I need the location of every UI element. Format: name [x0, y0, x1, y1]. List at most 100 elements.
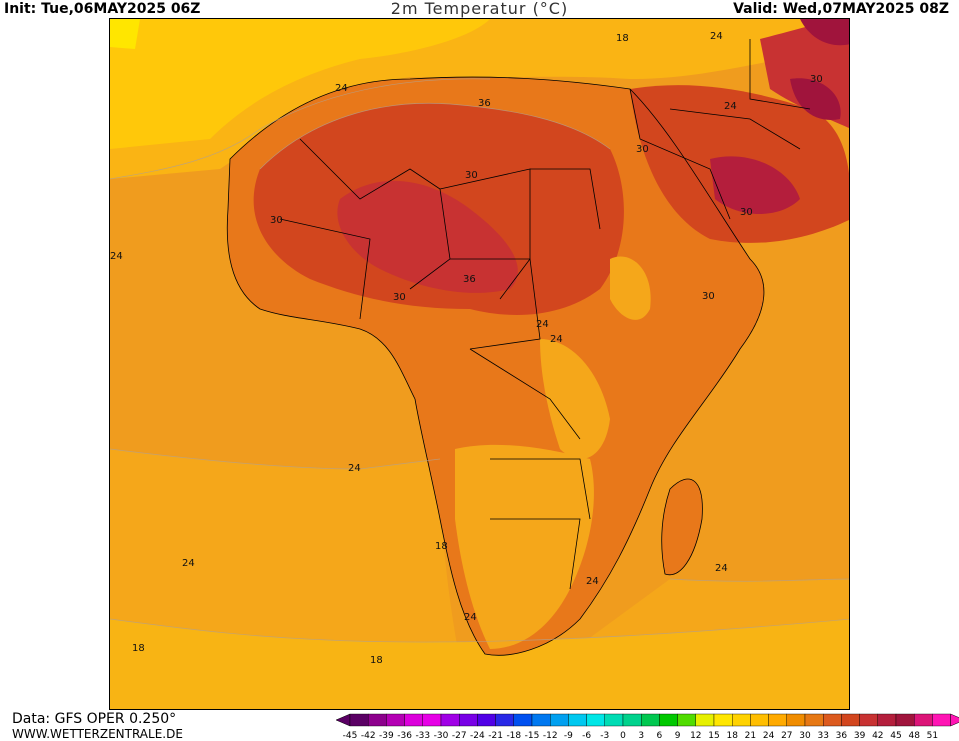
legend-swatch	[604, 713, 624, 727]
legend-tick-label: -33	[415, 731, 430, 741]
legend-swatch	[477, 713, 496, 727]
site-credit: WWW.WETTERZENTRALE.DE	[12, 727, 183, 741]
legend-swatch	[914, 713, 933, 727]
legend-swatch	[786, 713, 806, 727]
contour-label: 24	[348, 463, 361, 474]
contour-label: 24	[335, 83, 348, 94]
contour-label: 36	[478, 98, 491, 109]
legend-tick-label: 0	[620, 731, 626, 741]
ethiopia-highlands	[610, 256, 651, 320]
legend-tick-label: -27	[452, 731, 467, 741]
legend-arrow-left	[336, 713, 351, 727]
legend-tick-label: 3	[638, 731, 644, 741]
contour-label: 24	[715, 563, 728, 574]
legend-tick-label: 36	[836, 731, 848, 741]
persia-top	[800, 19, 849, 46]
legend-swatch	[513, 713, 533, 727]
temperature-map: 18 24 24 24 36 30 30 30 36 30 30 30 30 2…	[109, 18, 850, 710]
legend-swatch	[768, 713, 788, 727]
legend-tick-label: 12	[690, 731, 701, 741]
contour-label: 24	[464, 612, 477, 623]
legend-tick-label: -24	[470, 731, 485, 741]
legend-swatch	[895, 713, 915, 727]
legend-swatch	[622, 713, 642, 727]
legend-swatch	[804, 713, 824, 727]
contour-label: 30	[465, 170, 478, 181]
legend-tick-label: 18	[726, 731, 738, 741]
legend-tick-label: -30	[434, 731, 449, 741]
legend-tick-label: 39	[854, 731, 866, 741]
valid-time: Valid: Wed,07MAY2025 08Z	[733, 1, 949, 17]
legend-tick-label: -12	[543, 731, 558, 741]
legend-swatch	[386, 713, 405, 727]
contour-label: 18	[370, 655, 383, 666]
contour-label: 18	[616, 33, 629, 44]
country-borders	[226, 39, 811, 656]
legend-swatch	[713, 713, 733, 727]
legend-swatch	[549, 713, 569, 727]
madagascar	[661, 479, 703, 575]
legend-tick-label: -15	[525, 731, 540, 741]
legend-tick-label: 24	[763, 731, 775, 741]
legend-tick-label: -42	[361, 731, 376, 741]
legend-tick-label: 21	[745, 731, 756, 741]
southern-africa-zone	[455, 444, 594, 649]
legend-tick-label: 6	[657, 731, 663, 741]
far-south-zone	[110, 619, 849, 709]
contour-label: 30	[636, 144, 649, 155]
legend-tick-label: -21	[488, 731, 503, 741]
contour-label: 30	[393, 292, 406, 303]
legend-swatch	[841, 713, 860, 727]
data-source: Data: GFS OPER 0.250°	[12, 711, 177, 727]
legend-tick-label: 45	[890, 731, 901, 741]
legend-tick-label: 15	[708, 731, 719, 741]
sahara-core	[337, 180, 518, 293]
legend-tick-label: 42	[872, 731, 883, 741]
legend-tick-label: -45	[343, 731, 358, 741]
legend-swatch	[531, 713, 551, 727]
contour-label: 24	[550, 334, 563, 345]
contour-label: 24	[710, 31, 723, 42]
legend-tick-label: 27	[781, 731, 792, 741]
isotherms	[110, 78, 849, 643]
northwest-corner	[110, 19, 140, 49]
legend-swatch	[877, 713, 897, 727]
contour-label-group: 18 24 24 24 36 30 30 30 36 30 30 30 30 2…	[110, 31, 823, 666]
legend-tick-label: 51	[927, 731, 938, 741]
legend-tick-label: -9	[564, 731, 573, 741]
legend-swatch	[368, 713, 387, 727]
init-time: Init: Tue,06MAY2025 06Z	[4, 1, 201, 17]
contour-label: 24	[110, 251, 123, 262]
legend-swatch	[732, 713, 751, 727]
contour-label: 24	[182, 558, 195, 569]
legend-tick-label: 9	[675, 731, 681, 741]
legend-swatch	[586, 713, 606, 727]
legend-tick-label: -36	[397, 731, 412, 741]
contour-label: 24	[586, 576, 599, 587]
contour-label: 18	[132, 643, 145, 654]
legend-swatch	[677, 713, 697, 727]
legend-swatch	[422, 713, 442, 727]
contour-label: 30	[270, 215, 283, 226]
contour-label: 30	[702, 291, 715, 302]
contour-label: 18	[435, 541, 448, 552]
east-africa-highlands	[540, 339, 610, 459]
arabia-core	[710, 156, 800, 214]
legend-swatch	[641, 713, 660, 727]
mediterranean-zone	[110, 19, 490, 149]
legend-tick-label: -3	[600, 731, 609, 741]
legend-swatch	[932, 713, 951, 727]
color-legend: -45 -42 -39 -36 -33 -30 -27 -24 -21 -18 -15 -12 -9 -6…	[336, 712, 959, 741]
contour-label: 24	[724, 101, 737, 112]
legend-swatch	[859, 713, 878, 727]
legend-swatch	[750, 713, 769, 727]
legend-swatch	[695, 713, 715, 727]
legend-swatch	[458, 713, 478, 727]
legend-swatch	[495, 713, 515, 727]
map-title: 2m Temperatur (°C)	[390, 0, 569, 18]
contour-label: 30	[740, 207, 753, 218]
legend-tick-label: -39	[379, 731, 394, 741]
legend-swatch	[349, 713, 369, 727]
persia-core	[790, 78, 841, 120]
contour-label: 36	[463, 274, 476, 285]
